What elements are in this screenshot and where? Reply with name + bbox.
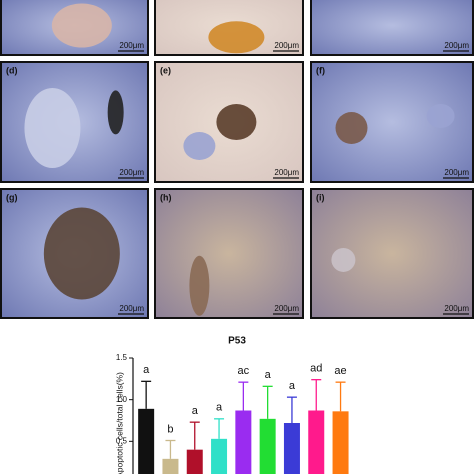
significance-label: a	[192, 405, 199, 417]
panel-label: (d)	[6, 65, 18, 75]
micrograph-panel: 200μm	[0, 0, 149, 56]
scale-bar-label: 200μm	[274, 168, 299, 177]
significance-label: ad	[310, 363, 322, 375]
y-axis-label: Apoptotic cells/total cells(%)	[114, 372, 124, 474]
scale-bar-label: 200μm	[444, 41, 469, 50]
significance-label: a	[265, 369, 272, 381]
panel-label: (g)	[6, 192, 18, 202]
y-tick-label: 1.5	[116, 353, 128, 362]
micrograph-panel: (g) 200μm	[0, 188, 149, 319]
bar	[138, 408, 155, 474]
bar	[308, 410, 325, 474]
micrograph-panel: (i) 200μm	[310, 188, 474, 319]
tissue-structure	[51, 3, 112, 48]
micrograph-panel: (h) 200μm	[154, 188, 304, 319]
bar	[211, 438, 228, 474]
tissue-structure	[183, 132, 216, 160]
significance-label: b	[167, 423, 173, 435]
significance-label: a	[216, 402, 223, 414]
significance-label: ae	[334, 365, 346, 377]
y-tick-label: 1.0	[116, 395, 128, 404]
significance-label: a	[289, 380, 296, 392]
panel-label: (i)	[316, 192, 325, 202]
y-tick-label: 0.5	[116, 436, 128, 445]
chart-title: P53	[228, 336, 246, 347]
scale-bar-label: 200μm	[274, 41, 299, 50]
scale-bar-label: 200μm	[274, 304, 299, 313]
panel-label: (h)	[160, 192, 172, 202]
micrograph-image	[154, 188, 304, 319]
panel-label: (e)	[160, 65, 171, 75]
bar	[235, 410, 252, 474]
tissue-structure	[426, 104, 455, 128]
micrograph-panel: (e) 200μm	[154, 61, 304, 183]
significance-label: a	[143, 364, 150, 376]
bar	[186, 449, 203, 474]
micrograph-panel: 200μm	[154, 0, 304, 56]
tissue-structure	[43, 207, 120, 300]
micrograph-panel: (f) 200μm	[310, 61, 474, 183]
tissue-structure	[189, 255, 210, 316]
tissue-structure	[24, 88, 81, 168]
scale-bar-label: 200μm	[444, 168, 469, 177]
bar	[283, 423, 300, 474]
micrograph-panel: (d) 200μm	[0, 61, 149, 183]
scale-bar-label: 200μm	[444, 304, 469, 313]
bar	[162, 458, 179, 474]
scale-bar-label: 200μm	[119, 41, 144, 50]
bar	[332, 411, 349, 474]
scale-bar-label: 200μm	[119, 304, 144, 313]
panel-label: (f)	[316, 65, 325, 75]
bar	[259, 418, 276, 474]
tissue-structure	[208, 21, 265, 54]
scale-bar-label: 200μm	[119, 168, 144, 177]
tissue-structure	[107, 90, 124, 135]
tissue-structure	[216, 104, 257, 140]
significance-label: ac	[238, 365, 250, 377]
micrograph-panel: 200μm	[310, 0, 474, 56]
tissue-structure	[331, 247, 356, 272]
tissue-structure	[335, 112, 368, 144]
micrograph-image	[310, 0, 474, 56]
